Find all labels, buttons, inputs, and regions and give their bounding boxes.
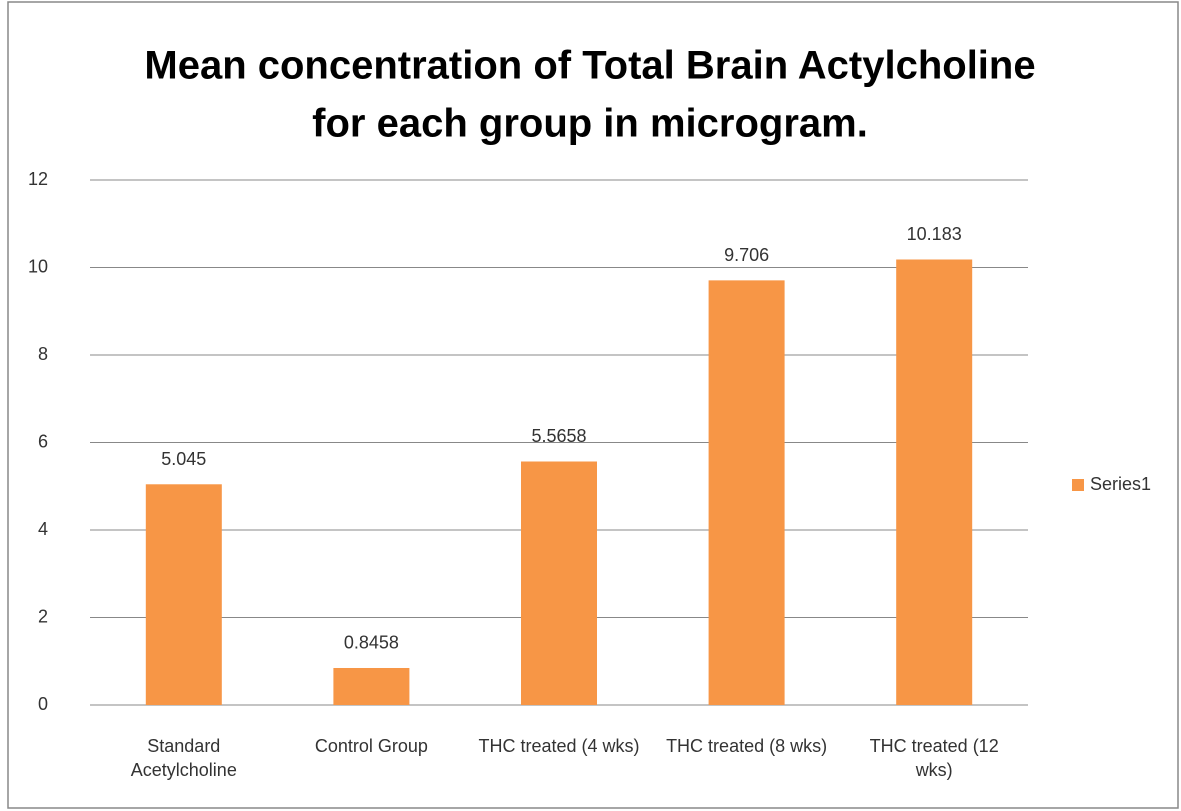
y-tick-label: 0	[38, 694, 48, 714]
legend-swatch	[1072, 479, 1084, 491]
y-tick-label: 4	[38, 519, 48, 539]
data-label: 9.706	[724, 245, 769, 265]
x-tick-label: THC treated (8 wks)	[666, 736, 828, 756]
bar	[896, 259, 973, 705]
x-tick-label: Control Group	[314, 736, 428, 756]
legend-label: Series1	[1090, 474, 1151, 494]
data-label: 0.8458	[344, 633, 399, 653]
y-tick-label: 12	[28, 169, 48, 189]
bar	[708, 280, 785, 705]
data-label: 5.045	[161, 449, 206, 469]
x-tick-label: THC treated (12 wks)	[869, 736, 999, 780]
y-tick-label: 2	[38, 606, 48, 626]
data-label: 5.5658	[531, 426, 586, 446]
chart-title: Mean concentration of Total Brain Actylc…	[144, 44, 1035, 88]
bar	[333, 667, 410, 705]
data-label: 10.183	[907, 224, 962, 244]
y-tick-label: 10	[28, 256, 48, 276]
x-tick-label: THC treated (4 wks)	[478, 736, 640, 756]
x-tick-label: Standard Acetylcholine	[130, 736, 237, 780]
bar	[521, 461, 597, 705]
y-tick-label: 6	[38, 431, 48, 451]
chart-title: for each group in microgram.	[312, 102, 868, 146]
y-tick-label: 8	[38, 344, 48, 364]
bar	[145, 484, 222, 705]
